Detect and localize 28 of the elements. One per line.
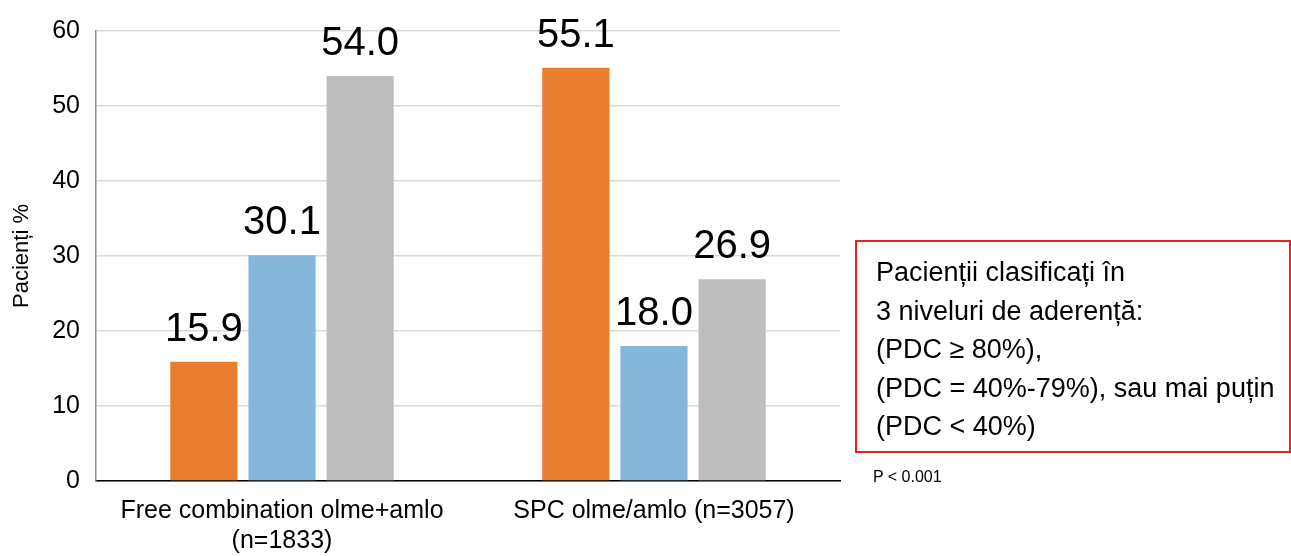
y-tick-label: 30	[52, 239, 80, 268]
text: (PDC < 40%)	[876, 410, 1037, 443]
y-tick-label: 50	[52, 89, 80, 118]
bar	[248, 255, 316, 481]
bar	[326, 76, 394, 481]
y-axis-title: Pacienți %	[8, 204, 34, 308]
text: Pacienții clasificați în	[876, 256, 1127, 289]
data-label: 18.0	[615, 289, 693, 333]
data-label: 30.1	[243, 198, 321, 243]
y-tick-label: 20	[52, 314, 80, 343]
data-label: 54.0	[321, 19, 400, 63]
bar	[170, 361, 238, 481]
text: 3 niveluri de aderență:	[876, 294, 1145, 328]
x-tick-label: Free combination olme+amlo (n=1833)	[120, 494, 444, 553]
y-tick-label: 0	[66, 464, 80, 493]
text: (PDC = 40%-79%), sau mai puțin	[876, 371, 1276, 405]
y-tick-label: 60	[52, 14, 80, 43]
y-tick-label: 40	[52, 164, 80, 193]
y-tick-label: 10	[52, 389, 80, 418]
x-tick-label: SPC olme/amlo (n=3057)	[513, 494, 795, 523]
data-label: 15.9	[164, 304, 243, 349]
bar	[542, 67, 610, 481]
text: P < 0.001	[873, 468, 942, 486]
text: (PDC ≥ 80%),	[876, 333, 1044, 366]
data-label: 26.9	[693, 222, 772, 267]
bar	[620, 346, 688, 481]
data-label: 55.1	[536, 10, 615, 55]
bar	[698, 279, 766, 481]
